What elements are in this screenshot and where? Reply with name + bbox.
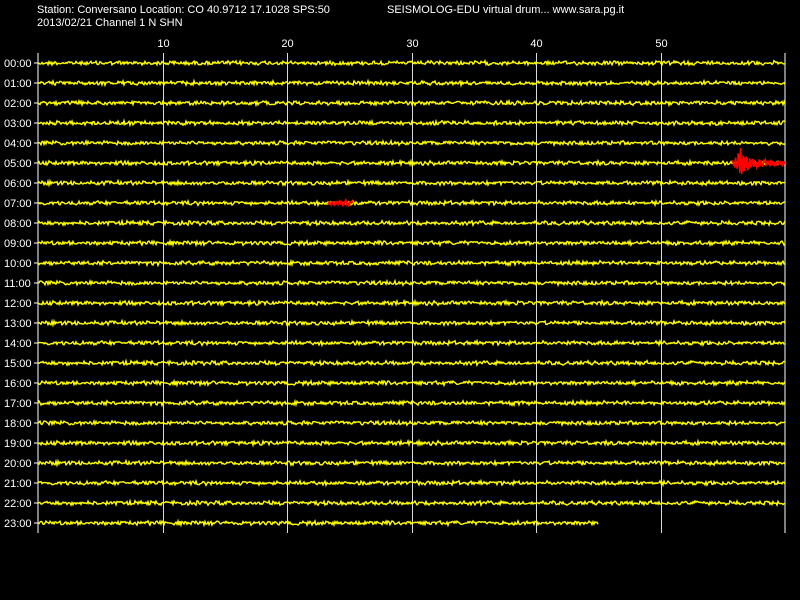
trace-1400 xyxy=(37,338,785,348)
trace-1600 xyxy=(37,378,786,388)
hour-label-0500: 05:00 xyxy=(4,158,32,170)
hour-label-2300: 23:00 xyxy=(4,518,32,530)
brand-info: SEISMOLOG-EDU virtual drum... www.sara.p… xyxy=(387,4,625,16)
hour-label-1100: 11:00 xyxy=(4,278,31,290)
trace-1800 xyxy=(37,418,786,428)
event-traces xyxy=(327,148,786,208)
hour-labels: 00:00 01:00 02:00 03:00 04:00 05:00 06:00 07:00… xyxy=(4,58,32,530)
trace-0200 xyxy=(37,98,786,108)
trace-2300 xyxy=(37,518,599,528)
date-channel-info: 2013/02/21 Channel 1 N SHN xyxy=(37,17,183,29)
event-trace-1 xyxy=(731,148,786,175)
hour-label-1000: 10:00 xyxy=(4,258,32,270)
trace-0800 xyxy=(37,218,786,228)
trace-0900 xyxy=(37,238,786,248)
hour-label-1900: 19:00 xyxy=(4,438,32,450)
hour-label-1200: 12:00 xyxy=(4,298,32,310)
grid-layer xyxy=(34,53,786,533)
x-tick-label-40: 40 xyxy=(530,38,542,50)
hour-label-2100: 21:00 xyxy=(4,478,32,490)
event-trace-2 xyxy=(327,197,354,208)
trace-1300 xyxy=(37,318,786,328)
hour-label-0100: 01:00 xyxy=(4,78,32,90)
x-tick-labels: 10 20 30 40 50 xyxy=(157,38,667,50)
x-tick-label-50: 50 xyxy=(655,38,667,50)
trace-1200 xyxy=(37,298,786,308)
x-tick-label-10: 10 xyxy=(157,38,169,50)
trace-0000 xyxy=(37,58,786,67)
hour-label-1800: 18:00 xyxy=(4,418,32,430)
hour-label-1300: 13:00 xyxy=(4,318,32,330)
trace-2200 xyxy=(37,498,786,508)
hour-label-1500: 15:00 xyxy=(4,358,32,370)
hour-label-2000: 20:00 xyxy=(4,458,32,470)
trace-0600 xyxy=(37,178,785,188)
hour-label-0600: 06:00 xyxy=(4,178,32,190)
hour-label-0000: 00:00 xyxy=(4,58,32,70)
station-info: Station: Conversano Location: CO 40.9712… xyxy=(37,4,330,16)
trace-0400 xyxy=(37,138,786,148)
trace-1000 xyxy=(37,258,786,268)
hour-label-1400: 14:00 xyxy=(4,338,32,350)
hour-label-0700: 07:00 xyxy=(4,198,32,210)
x-tick-label-30: 30 xyxy=(406,38,418,50)
trace-0100 xyxy=(37,78,786,88)
hour-label-0400: 04:00 xyxy=(4,138,32,150)
trace-1900 xyxy=(37,438,786,448)
trace-1700 xyxy=(37,398,786,408)
hour-label-1700: 17:00 xyxy=(4,398,32,410)
trace-0700 xyxy=(37,198,786,208)
trace-1100 xyxy=(37,278,786,288)
hour-label-0800: 08:00 xyxy=(4,218,32,230)
hour-label-2200: 22:00 xyxy=(4,498,32,510)
trace-0300 xyxy=(37,118,786,128)
x-tick-label-20: 20 xyxy=(281,38,293,50)
hour-label-0900: 09:00 xyxy=(4,238,32,250)
hour-label-0200: 02:00 xyxy=(4,98,32,110)
trace-2100 xyxy=(37,478,786,488)
trace-0500 xyxy=(37,158,786,168)
hour-label-1600: 16:00 xyxy=(4,378,32,390)
trace-2000 xyxy=(37,458,786,468)
trace-1500 xyxy=(37,358,786,368)
hour-label-0300: 03:00 xyxy=(4,118,32,130)
traces xyxy=(37,58,786,528)
